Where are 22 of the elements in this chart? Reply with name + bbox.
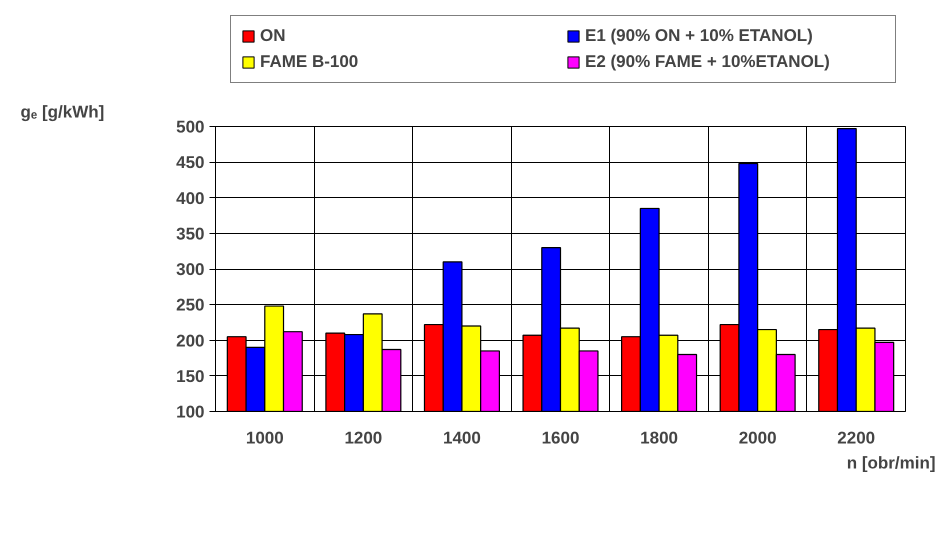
- x-tick-label: 1800: [640, 428, 678, 448]
- x-tick-label: 1200: [344, 428, 382, 448]
- y-tick-label: 100: [176, 402, 205, 422]
- y-tick-label: 400: [176, 188, 205, 208]
- y-tick-label: 450: [176, 153, 205, 172]
- x-tick-label: 1600: [542, 428, 580, 448]
- y-tick-label: 350: [176, 224, 205, 244]
- legend-label: FAME B-100: [260, 52, 360, 72]
- y-tick-label: 250: [176, 296, 205, 315]
- legend-label: ON: [260, 26, 286, 46]
- y-tick-label: 200: [176, 331, 205, 350]
- x-tick-label: 2000: [738, 428, 777, 448]
- x-tick-label: 1400: [443, 428, 481, 448]
- y-tick-label: 300: [176, 260, 205, 279]
- y-axis-title: gₑ [g/kWh]: [20, 102, 104, 122]
- y-tick-label: 500: [176, 118, 205, 136]
- legend-label: E2 (90% FAME + 10%ETANOL): [585, 52, 831, 72]
- x-tick-label: 1000: [246, 428, 284, 448]
- legend-label: E1 (90% ON + 10% ETANOL): [585, 26, 814, 46]
- x-axis-title: n [obr/min]: [846, 454, 936, 472]
- x-tick-label: 2200: [837, 428, 876, 448]
- y-tick-label: 150: [176, 366, 205, 386]
